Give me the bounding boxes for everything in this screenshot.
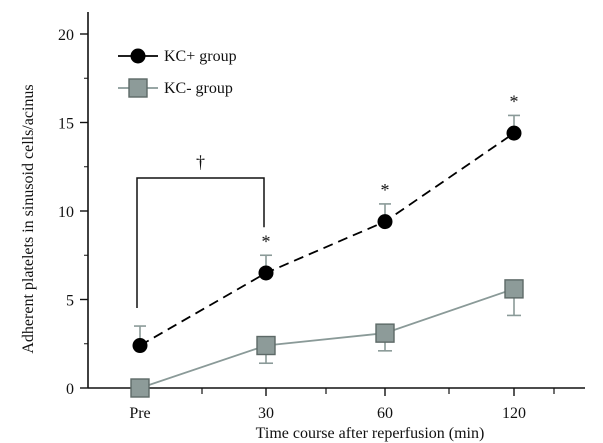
y-ticks: 0 5 10 15 20 (58, 27, 88, 398)
legend-label: KC+ group (164, 48, 237, 65)
y-tick-label: 15 (58, 116, 74, 133)
series-layer: * * * (130, 91, 524, 398)
data-point (256, 335, 276, 356)
data-point (375, 323, 395, 343)
data-point (506, 125, 522, 141)
legend-label: KC- group (164, 80, 233, 97)
series-line (139, 288, 515, 389)
y-tick-label: 20 (58, 27, 74, 44)
y-tick-label: 0 (66, 381, 74, 398)
data-point (258, 265, 274, 281)
legend-item: KC+ group (118, 48, 237, 65)
x-tick-label: Pre (129, 405, 150, 422)
x-ticks: Pre 30 60 120 (129, 388, 555, 422)
legend: KC+ group KC- group (118, 48, 237, 98)
x-tick-label: 60 (377, 405, 393, 422)
bracket-label: † (196, 152, 205, 172)
bracket-line (136, 177, 265, 309)
legend-marker (128, 78, 148, 98)
significance-star: * (510, 91, 519, 111)
series-kc-minus (130, 279, 524, 398)
x-tick-label: 30 (258, 405, 274, 422)
y-tick-label: 10 (58, 204, 74, 221)
legend-marker (130, 48, 146, 64)
legend-item: KC- group (118, 78, 233, 98)
series-kc-plus: * * * (132, 91, 522, 354)
significance-star: * (381, 180, 390, 200)
series-line (139, 132, 515, 347)
significance-star: * (262, 231, 271, 251)
data-point (130, 378, 150, 398)
y-tick-label: 5 (66, 293, 74, 310)
axes (87, 12, 585, 389)
data-point (132, 338, 148, 354)
y-axis-label: Adherent platelets in sinusoid cells/aci… (20, 84, 37, 353)
data-point (377, 214, 393, 230)
data-point (504, 279, 524, 299)
x-axis-label: Time course after reperfusion (min) (256, 425, 485, 442)
significance-bracket: † (136, 152, 265, 309)
x-tick-label: 120 (502, 405, 526, 422)
